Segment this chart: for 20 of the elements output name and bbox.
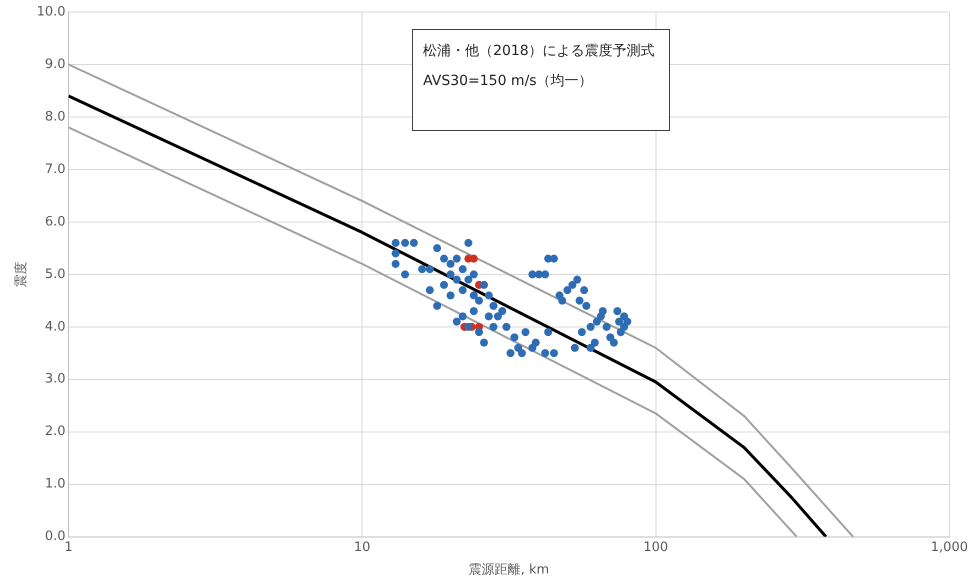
x-tick-label: 100 — [643, 540, 668, 555]
y-tick-label: 7.0 — [44, 162, 66, 177]
annotation: 松浦・他（2018）による震度予測式 — [423, 42, 655, 61]
x-tick-label: 1,000 — [930, 540, 968, 555]
y-tick-label: 6.0 — [44, 214, 66, 230]
y-axis-title: 震度 — [13, 261, 30, 288]
y-tick-label: 9.0 — [44, 56, 66, 72]
y-tick-label: 10.0 — [36, 4, 66, 20]
note-box: 松浦・他（2018）による震度予測式 AVS30=150 m/s（均一） — [412, 29, 670, 131]
y-tick-label: 4.0 — [44, 319, 66, 334]
y-tick-label: 1.0 — [44, 476, 66, 492]
y-tick-label: 5.0 — [44, 266, 66, 282]
annotation: AVS30=150 m/s（均一） — [423, 72, 594, 91]
x-tick-label: 10 — [354, 540, 370, 555]
x-axis-title: 震源距離, km — [468, 562, 550, 578]
y-tick-label: 8.0 — [44, 109, 66, 124]
y-tick-label: 3.0 — [44, 372, 66, 387]
y-tick-label: 0.0 — [44, 529, 66, 544]
y-tick-label: 2.0 — [44, 424, 66, 440]
x-tick-label: 1 — [64, 540, 73, 555]
